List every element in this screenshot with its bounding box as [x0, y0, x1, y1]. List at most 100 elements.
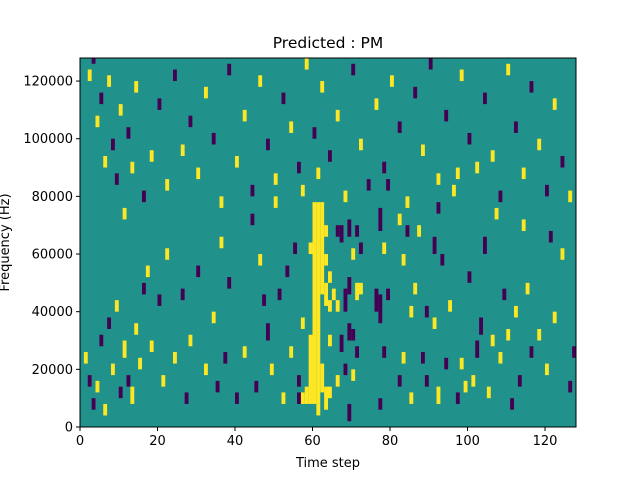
- heatmap-cell: [525, 282, 530, 295]
- heatmap-cell: [328, 300, 332, 312]
- heatmap-cell: [351, 369, 356, 381]
- heatmap-cell: [273, 196, 278, 208]
- heatmap-cell: [374, 288, 379, 312]
- heatmap-cell: [455, 392, 460, 404]
- heatmap-cell: [180, 144, 185, 157]
- heatmap-cell: [130, 161, 135, 174]
- heatmap-cell: [490, 150, 495, 162]
- heatmap-cell: [448, 300, 453, 312]
- heatmap-cell: [331, 288, 336, 301]
- heatmap-cell: [359, 282, 363, 295]
- heatmap-cell: [304, 58, 309, 70]
- plot-area: [79, 57, 577, 428]
- heatmap-cell: [405, 225, 410, 237]
- heatmap-cell: [149, 150, 154, 162]
- heatmap-cell: [339, 225, 344, 243]
- heatmap-cell: [529, 81, 534, 93]
- heatmap-cell: [242, 109, 247, 122]
- heatmap-cell: [409, 392, 414, 404]
- x-tick-label: 120: [533, 434, 558, 449]
- heatmap-cell: [211, 132, 216, 145]
- heatmap-cell: [436, 173, 441, 185]
- heatmap-cell: [277, 288, 282, 301]
- heatmap-cell: [142, 190, 146, 203]
- y-tick-label: 80000: [32, 190, 73, 205]
- heatmap-cell: [250, 213, 255, 226]
- heatmap-cell: [196, 265, 201, 278]
- heatmap-cell: [328, 271, 332, 283]
- heatmap-cell: [397, 375, 402, 387]
- y-tick-label: 60000: [32, 248, 73, 263]
- heatmap-cell: [510, 398, 515, 410]
- heatmap-cell: [424, 375, 429, 387]
- heatmap-cell: [204, 363, 208, 376]
- heatmap-cell: [424, 305, 429, 318]
- heatmap-cell: [304, 386, 309, 404]
- heatmap-cell: [328, 334, 332, 347]
- heatmap-cell: [149, 340, 154, 353]
- heatmap-cell: [227, 63, 232, 76]
- heatmap-cell: [432, 236, 437, 255]
- heatmap-cell: [227, 277, 232, 289]
- heatmap-cell: [328, 386, 332, 399]
- heatmap-cell: [219, 196, 224, 208]
- heatmap-cell: [289, 346, 294, 358]
- x-tick-label: 100: [455, 434, 480, 449]
- heatmap-cell: [359, 138, 363, 151]
- heatmap-cell: [517, 375, 522, 387]
- y-tick-label: 20000: [32, 363, 73, 378]
- heatmap-cell: [235, 392, 239, 404]
- heatmap-cell: [378, 207, 383, 231]
- heatmap-cell: [440, 254, 445, 266]
- heatmap-cell: [390, 75, 394, 87]
- heatmap-cell: [545, 363, 549, 376]
- heatmap-cell: [188, 334, 193, 347]
- heatmap-cell: [211, 311, 216, 324]
- heatmap-cell: [401, 352, 406, 364]
- y-tick-label: 0: [65, 421, 73, 436]
- heatmap-cell: [107, 317, 112, 329]
- heatmap-cell: [436, 386, 441, 404]
- heatmap-cell: [463, 380, 468, 393]
- heatmap-cell: [459, 357, 464, 370]
- heatmap-cell: [242, 346, 247, 358]
- heatmap-cell: [157, 98, 162, 110]
- heatmap-cell: [223, 352, 228, 364]
- heatmap-cell: [436, 202, 441, 214]
- heatmap-cell: [560, 156, 565, 168]
- heatmap-cell: [386, 288, 391, 301]
- y-axis-label: Frequency (Hz): [0, 193, 13, 291]
- heatmap-cell: [521, 167, 526, 180]
- heatmap-cell: [537, 328, 542, 341]
- heatmap-cell: [347, 277, 352, 295]
- heatmap-cell: [111, 363, 115, 376]
- heatmap-cell: [568, 190, 573, 203]
- heatmap-cell: [355, 225, 360, 237]
- heatmap-cell: [266, 323, 270, 341]
- heatmap-cell: [95, 380, 100, 393]
- heatmap-cell: [145, 265, 150, 278]
- heatmap-cell: [529, 346, 534, 358]
- heatmap-cell: [413, 282, 418, 295]
- y-tick-label: 100000: [23, 132, 73, 147]
- heatmap-cell: [343, 288, 348, 312]
- heatmap-cell: [552, 311, 557, 324]
- heatmap-cell: [405, 196, 410, 208]
- heatmap-cell: [297, 161, 301, 174]
- heatmap-cell: [312, 202, 317, 404]
- heatmap-cell: [335, 225, 340, 237]
- y-axis: 0 20000 40000 60000 80000 100000 120000: [23, 75, 80, 436]
- heatmap-cell: [382, 161, 387, 174]
- heatmap-cell: [126, 127, 131, 139]
- heatmap-cell: [483, 236, 487, 255]
- heatmap-cell: [374, 98, 379, 110]
- heatmap-cell: [312, 127, 317, 139]
- heatmap-cell: [502, 288, 507, 301]
- heatmap-cell: [320, 202, 325, 295]
- heatmap-cell: [382, 242, 387, 255]
- heatmap-cell: [521, 219, 526, 231]
- heatmap-cell: [486, 386, 491, 399]
- x-tick-label: 80: [382, 434, 399, 449]
- heatmap-cell: [494, 207, 499, 220]
- heatmap-cell: [378, 398, 383, 410]
